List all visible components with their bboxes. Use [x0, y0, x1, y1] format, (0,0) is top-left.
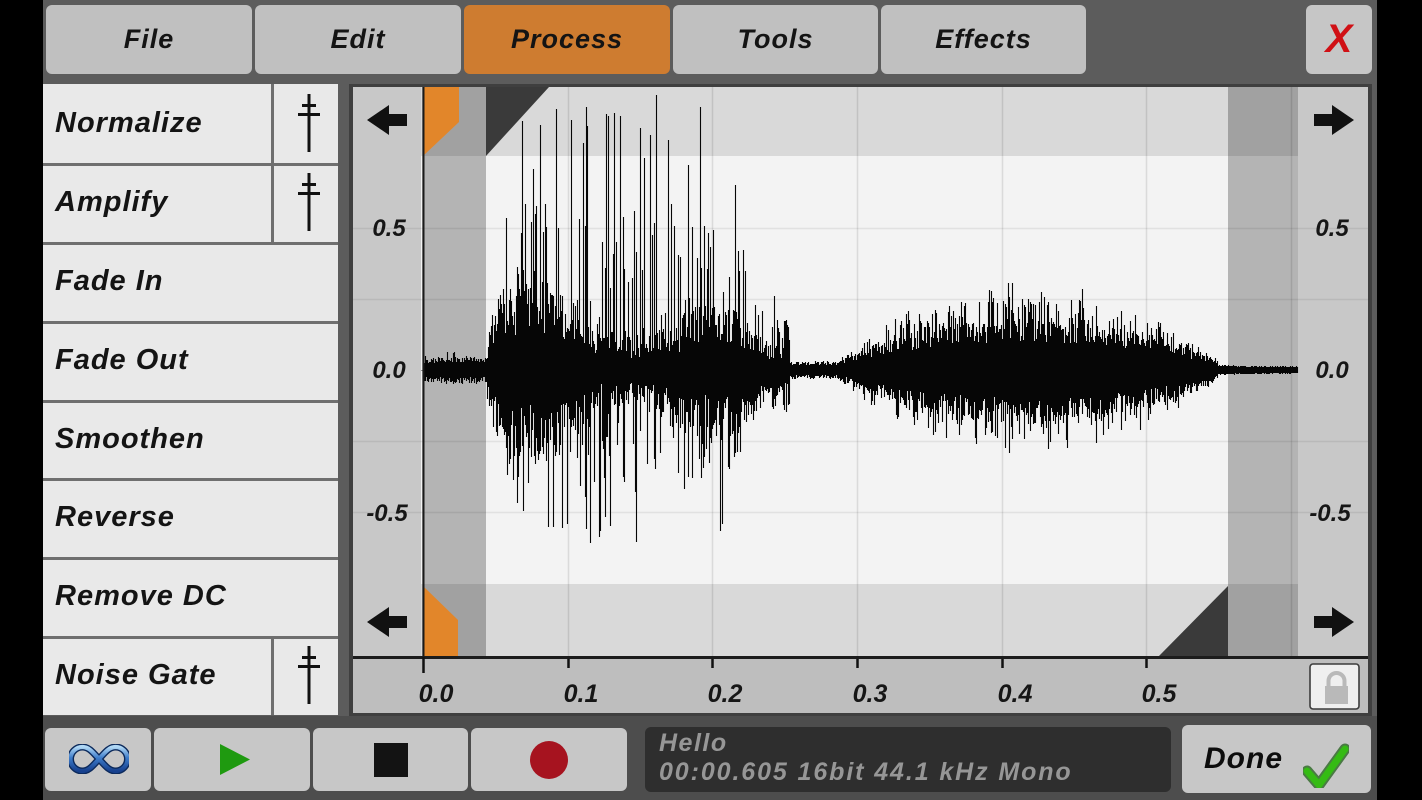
svg-text:0.3: 0.3 [853, 680, 888, 708]
svg-text:0.4: 0.4 [998, 680, 1033, 708]
svg-text:0.2: 0.2 [708, 680, 743, 708]
svg-text:-0.5: -0.5 [1309, 500, 1351, 527]
svg-text:0.0: 0.0 [1315, 357, 1349, 384]
svg-text:0.0: 0.0 [419, 680, 454, 708]
svg-text:0.0: 0.0 [372, 357, 406, 384]
svg-text:0.1: 0.1 [564, 680, 599, 708]
svg-text:0.5: 0.5 [1142, 680, 1178, 708]
svg-text:-0.5: -0.5 [366, 500, 408, 527]
svg-text:0.5: 0.5 [372, 215, 406, 242]
svg-text:0.5: 0.5 [1315, 215, 1349, 242]
